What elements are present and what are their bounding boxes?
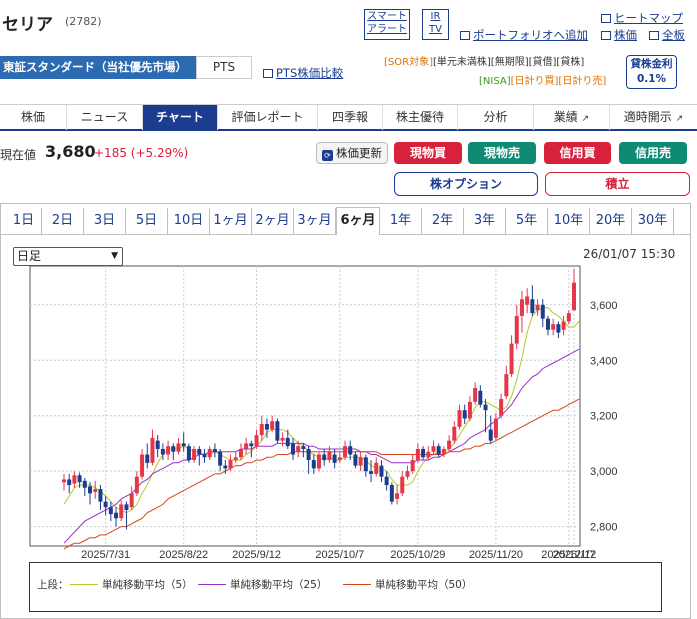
- tab-stock-price[interactable]: 株価: [0, 105, 67, 130]
- period-tab[interactable]: 5日: [126, 208, 168, 234]
- tag-row-1: [SOR対象][単元未満株][無期限][貸借][貸株]: [384, 56, 584, 69]
- refresh-icon: ⟳: [322, 150, 333, 161]
- tab-disclosure-label: 適時開示: [623, 110, 672, 124]
- tag-row-2: [NISA][日計り買][日計り売]: [479, 75, 606, 88]
- fullboard-link[interactable]: 全板: [649, 27, 685, 43]
- period-tab[interactable]: 30年: [632, 208, 674, 234]
- lending-rate-label: 貸株金利: [630, 58, 673, 70]
- smart-alert-line2: アラート: [367, 24, 407, 35]
- tag-daytrade-sell: [日計り売]: [558, 76, 607, 87]
- pts-tab[interactable]: PTS: [196, 56, 252, 79]
- margin-sell-button[interactable]: 信用売: [619, 142, 687, 164]
- chart-type-select[interactable]: 日足 ▼: [13, 247, 123, 266]
- tag-odd-lot: [単元未満株]: [432, 57, 491, 68]
- smart-alert-link[interactable]: スマート アラート: [364, 9, 410, 40]
- ir-tv-line2: TV: [429, 24, 442, 35]
- current-price: 3,680: [45, 142, 96, 161]
- portfolio-icon: [460, 31, 470, 40]
- external-link-icon: ↗: [675, 114, 684, 124]
- current-price-label: 現在値: [0, 148, 37, 162]
- accumulate-button[interactable]: 積立: [545, 172, 690, 196]
- stock-code: (2782): [65, 15, 102, 28]
- pts-compare-label: PTS株価比較: [276, 66, 344, 80]
- fullboard-label: 全板: [662, 28, 685, 42]
- tab-earnings-label: 業績: [553, 110, 578, 124]
- tab-chart[interactable]: チャート: [143, 105, 218, 130]
- lending-rate-badge[interactable]: 貸株金利 0.1%: [626, 55, 677, 89]
- pts-compare-link[interactable]: PTS株価比較: [263, 65, 343, 81]
- period-tab[interactable]: 6ヶ月: [336, 207, 380, 235]
- tag-sor: [SOR対象]: [384, 57, 433, 68]
- legend-sma5: 単純移動平均（5）: [70, 577, 193, 592]
- company-name: セリア: [2, 15, 53, 35]
- chart-type-value: 日足: [17, 249, 42, 263]
- period-tab[interactable]: 20年: [590, 208, 632, 234]
- period-tab[interactable]: 1年: [380, 208, 422, 234]
- legend-sma25-line: [198, 584, 226, 585]
- heatmap-icon: [601, 14, 611, 23]
- tab-shareholder-benefits[interactable]: 株主優待: [383, 105, 458, 130]
- tag-unlimited: [無期限]: [490, 57, 529, 68]
- market-selected-tab[interactable]: 東証スタンダード（当社優先市場）: [0, 56, 196, 79]
- tab-disclosure[interactable]: 適時開示 ↗: [610, 105, 697, 130]
- cash-sell-button[interactable]: 現物売: [468, 142, 536, 164]
- tag-nisa: [NISA]: [479, 76, 511, 87]
- portfolio-add-label: ポートフォリオへ追加: [473, 28, 588, 42]
- tab-rating-report[interactable]: 評価レポート: [218, 105, 318, 130]
- stock-options-button[interactable]: 株オプション: [394, 172, 538, 196]
- window-icon: [263, 69, 273, 78]
- ir-tv-link[interactable]: IR TV: [422, 9, 449, 40]
- tag-margin: [貸借]: [528, 57, 557, 68]
- heatmap-label: ヒートマップ: [614, 11, 683, 25]
- period-tab[interactable]: 10日: [168, 208, 210, 234]
- legend-sma5-label: 単純移動平均（5）: [102, 579, 193, 591]
- lending-rate-value: 0.1%: [636, 73, 667, 85]
- period-tab[interactable]: 3年: [464, 208, 506, 234]
- window-icon: [649, 31, 659, 40]
- tab-analysis[interactable]: 分析: [458, 105, 534, 130]
- period-tab[interactable]: 10年: [548, 208, 590, 234]
- chart-timestamp: 26/01/07 15:30: [583, 247, 676, 261]
- refresh-price-button[interactable]: ⟳ 株価更新: [316, 142, 388, 164]
- stock-price-label: 株価: [614, 28, 637, 42]
- period-tab[interactable]: 3日: [84, 208, 126, 234]
- chevron-down-icon: ▼: [111, 251, 118, 261]
- period-tab[interactable]: 5年: [506, 208, 548, 234]
- period-tab[interactable]: 1ヶ月: [210, 208, 252, 234]
- heatmap-link[interactable]: ヒートマップ: [601, 10, 683, 26]
- legend-prefix: 上段：: [37, 579, 69, 591]
- smart-alert-line1: スマート: [367, 11, 407, 22]
- cash-buy-button[interactable]: 現物買: [394, 142, 462, 164]
- period-tab[interactable]: 2年: [422, 208, 464, 234]
- period-tab[interactable]: 2日: [42, 208, 84, 234]
- chart-legend: [29, 562, 662, 612]
- period-tab[interactable]: 2ヶ月: [252, 208, 294, 234]
- margin-buy-button[interactable]: 信用買: [544, 142, 611, 164]
- legend-sma50-line: [343, 584, 371, 585]
- tab-shikiho[interactable]: 四季報: [318, 105, 383, 130]
- portfolio-add-link[interactable]: ポートフォリオへ追加: [460, 27, 588, 43]
- tab-earnings[interactable]: 業績 ↗: [534, 105, 610, 130]
- tag-lending: [貸株]: [556, 57, 585, 68]
- tab-news[interactable]: ニュース: [67, 105, 143, 130]
- period-tab[interactable]: 3ヶ月: [294, 208, 336, 234]
- legend-sma25: 単純移動平均（25）: [198, 577, 327, 592]
- main-tabs: 株価 ニュース チャート 評価レポート 四季報 株主優待 分析 業績 ↗ 適時開…: [0, 104, 697, 131]
- period-tab[interactable]: 1日: [6, 208, 42, 234]
- price-change: +185 (+5.29%): [94, 146, 189, 160]
- external-link-icon: ↗: [581, 114, 590, 124]
- ir-tv-line1: IR: [430, 11, 441, 22]
- legend-sma25-label: 単純移動平均（25）: [230, 579, 328, 591]
- legend-sma50-label: 単純移動平均（50）: [375, 579, 473, 591]
- window-icon: [601, 31, 611, 40]
- legend-sma50: 単純移動平均（50）: [343, 577, 472, 592]
- legend-sma5-line: [70, 584, 98, 585]
- tag-daytrade-buy: [日計り買]: [510, 76, 559, 87]
- refresh-label: 株価更新: [336, 146, 382, 160]
- stock-price-link[interactable]: 株価: [601, 27, 637, 43]
